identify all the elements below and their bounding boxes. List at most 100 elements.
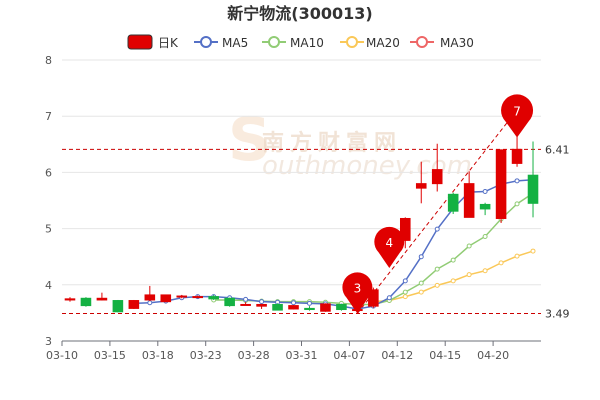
candles (64, 110, 539, 314)
candle-body (479, 203, 491, 210)
ref-label-3.49: 3.49 (545, 307, 570, 320)
ma5-point (482, 189, 488, 195)
candle-body (128, 300, 140, 309)
mark-pin-7: 7 (501, 94, 534, 138)
moving-average-lines (131, 177, 536, 312)
mark-pin-4: 4 (374, 226, 405, 268)
ma5-point (243, 296, 249, 302)
candle (304, 306, 315, 311)
ma10-point (418, 280, 424, 286)
candle (272, 303, 283, 311)
candle (80, 297, 92, 307)
legend-swatch-candle (127, 34, 153, 50)
candle (64, 297, 76, 302)
candle-body (304, 307, 315, 311)
candle-body (64, 298, 76, 301)
candle (128, 299, 140, 309)
candle-body (399, 217, 411, 241)
candle-body (511, 148, 523, 164)
ma10-point (402, 289, 408, 295)
ma10-point (434, 266, 440, 272)
ma20-point (482, 268, 488, 274)
ma20-point (514, 253, 520, 259)
legend-label-ma30: MA30 (440, 36, 474, 50)
candle-body (208, 296, 219, 300)
candle-body (160, 294, 172, 303)
candle (112, 299, 124, 313)
candle (368, 287, 379, 308)
ma20-point (498, 260, 504, 266)
legend-marker-ma10 (268, 36, 280, 48)
x-tick-label: 04-20 (477, 349, 509, 362)
ma10-point (466, 243, 472, 249)
legend-label-ma20: MA20 (366, 36, 400, 50)
pin-label: 4 (385, 236, 393, 250)
candle (192, 295, 204, 299)
pin-label: 3 (354, 281, 362, 295)
candle (415, 161, 427, 204)
candle-body (527, 174, 539, 204)
x-tick-label: 03-31 (286, 349, 318, 362)
candle-body (80, 297, 92, 307)
candle-body (256, 303, 267, 307)
candle (176, 294, 188, 299)
x-tick-label: 04-12 (381, 349, 413, 362)
candle (256, 303, 267, 309)
candle-body (96, 297, 108, 301)
x-axis: 03-10 03-15 03-18 03-23 03-28 03-31 04-07 04-12… (46, 340, 541, 362)
candle (399, 217, 411, 249)
candle (447, 192, 459, 214)
candle (463, 171, 475, 218)
candle (240, 302, 251, 306)
ma20-point (466, 272, 472, 278)
legend-label-ma5: MA5 (222, 36, 248, 50)
mark-pin-3: 3 (342, 272, 373, 314)
ma20-point (418, 289, 424, 295)
candle-body (431, 169, 443, 185)
candle-body (415, 183, 427, 189)
candle (224, 297, 235, 307)
candle-body (224, 297, 235, 307)
candle (208, 294, 219, 300)
y-tick-label: 4 (45, 279, 52, 292)
ma5-point (259, 299, 265, 305)
pin-label: 7 (513, 105, 521, 119)
pin-shape (342, 272, 373, 314)
candle-body (495, 149, 507, 219)
watermark-text: 南方财富网 (262, 130, 402, 156)
trend-line (356, 109, 518, 314)
ma10-point (482, 233, 488, 239)
mark-pins: 3 4 7 (342, 94, 534, 314)
ma20-point (402, 294, 408, 300)
y-tick-label: 6 (45, 166, 52, 179)
candle-body (336, 303, 347, 311)
ma20-point (530, 248, 536, 254)
candle (336, 303, 347, 311)
pin-shape (374, 226, 405, 268)
pin-shape (501, 94, 534, 138)
candle (479, 202, 491, 216)
candle-body (320, 303, 331, 312)
legend-marker-ma20 (346, 36, 358, 48)
x-tick-label: 03-18 (142, 349, 174, 362)
candle-body (368, 289, 379, 307)
ma5-point (386, 295, 392, 301)
legend-label-ma10: MA10 (290, 36, 324, 50)
legend: 日K MA5 MA10 MA20 MA30 (127, 34, 474, 50)
candle (320, 303, 331, 312)
ma10-point (450, 257, 456, 263)
candle (160, 294, 172, 303)
y-tick-label: 5 (45, 223, 52, 236)
candle (96, 292, 108, 301)
ma5-point (514, 178, 520, 184)
ma5-point (147, 300, 153, 306)
candle-body (288, 305, 299, 310)
candle (144, 285, 156, 302)
candle-body (447, 193, 459, 212)
ma20-point (434, 282, 440, 288)
ma5-point (418, 254, 424, 260)
x-tick-label: 03-23 (190, 349, 222, 362)
candle-body (144, 294, 156, 301)
